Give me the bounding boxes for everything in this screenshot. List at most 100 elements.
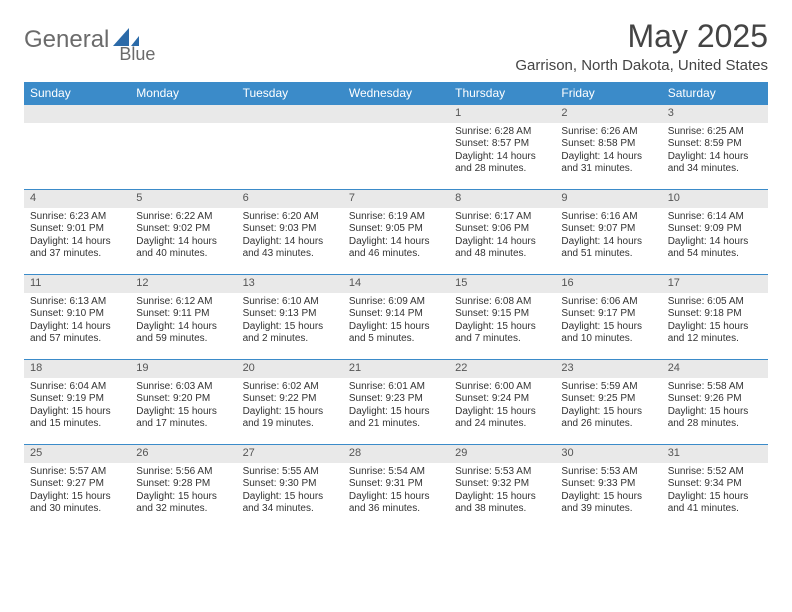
day-content: Sunrise: 6:04 AMSunset: 9:19 PMDaylight:…	[24, 378, 130, 435]
sunrise-text: Sunrise: 5:58 AM	[668, 381, 762, 394]
day-number: 29	[449, 445, 555, 463]
week-row: 18Sunrise: 6:04 AMSunset: 9:19 PMDayligh…	[24, 359, 768, 444]
sunrise-text: Sunrise: 6:01 AM	[349, 381, 443, 394]
day-number-empty	[130, 105, 236, 123]
day-number: 2	[555, 105, 661, 123]
week-row: 25Sunrise: 5:57 AMSunset: 9:27 PMDayligh…	[24, 444, 768, 529]
sunset-text: Sunset: 9:28 PM	[136, 478, 230, 491]
day-number: 7	[343, 190, 449, 208]
location-text: Garrison, North Dakota, United States	[515, 57, 768, 74]
day-cell: 6Sunrise: 6:20 AMSunset: 9:03 PMDaylight…	[237, 190, 343, 274]
day-cell: 18Sunrise: 6:04 AMSunset: 9:19 PMDayligh…	[24, 360, 130, 444]
day-cell: 8Sunrise: 6:17 AMSunset: 9:06 PMDaylight…	[449, 190, 555, 274]
weekday-cell: Sunday	[24, 82, 130, 104]
day-content: Sunrise: 6:19 AMSunset: 9:05 PMDaylight:…	[343, 208, 449, 265]
sunrise-text: Sunrise: 6:16 AM	[561, 211, 655, 224]
day-cell: 23Sunrise: 5:59 AMSunset: 9:25 PMDayligh…	[555, 360, 661, 444]
day-content: Sunrise: 5:53 AMSunset: 9:32 PMDaylight:…	[449, 463, 555, 520]
day-cell	[237, 105, 343, 189]
day-content: Sunrise: 6:01 AMSunset: 9:23 PMDaylight:…	[343, 378, 449, 435]
sunrise-text: Sunrise: 5:54 AM	[349, 466, 443, 479]
daylight-text: Daylight: 15 hours and 5 minutes.	[349, 321, 443, 346]
daylight-text: Daylight: 15 hours and 36 minutes.	[349, 491, 443, 516]
daylight-text: Daylight: 14 hours and 48 minutes.	[455, 236, 549, 261]
day-content: Sunrise: 6:02 AMSunset: 9:22 PMDaylight:…	[237, 378, 343, 435]
logo: General Blue	[24, 26, 177, 54]
day-content: Sunrise: 6:28 AMSunset: 8:57 PMDaylight:…	[449, 123, 555, 180]
weekday-cell: Thursday	[449, 82, 555, 104]
day-content: Sunrise: 6:17 AMSunset: 9:06 PMDaylight:…	[449, 208, 555, 265]
daylight-text: Daylight: 14 hours and 34 minutes.	[668, 151, 762, 176]
sunset-text: Sunset: 9:06 PM	[455, 223, 549, 236]
title-block: May 2025 Garrison, North Dakota, United …	[515, 18, 768, 74]
sunrise-text: Sunrise: 6:19 AM	[349, 211, 443, 224]
day-cell: 5Sunrise: 6:22 AMSunset: 9:02 PMDaylight…	[130, 190, 236, 274]
sunset-text: Sunset: 9:15 PM	[455, 308, 549, 321]
sunset-text: Sunset: 9:32 PM	[455, 478, 549, 491]
day-content: Sunrise: 6:08 AMSunset: 9:15 PMDaylight:…	[449, 293, 555, 350]
daylight-text: Daylight: 15 hours and 12 minutes.	[668, 321, 762, 346]
day-content: Sunrise: 5:56 AMSunset: 9:28 PMDaylight:…	[130, 463, 236, 520]
sunset-text: Sunset: 9:05 PM	[349, 223, 443, 236]
weekday-cell: Monday	[130, 82, 236, 104]
day-content: Sunrise: 6:05 AMSunset: 9:18 PMDaylight:…	[662, 293, 768, 350]
sunrise-text: Sunrise: 6:05 AM	[668, 296, 762, 309]
sunset-text: Sunset: 9:02 PM	[136, 223, 230, 236]
day-content: Sunrise: 6:13 AMSunset: 9:10 PMDaylight:…	[24, 293, 130, 350]
day-number: 9	[555, 190, 661, 208]
day-cell: 17Sunrise: 6:05 AMSunset: 9:18 PMDayligh…	[662, 275, 768, 359]
day-number: 30	[555, 445, 661, 463]
daylight-text: Daylight: 14 hours and 57 minutes.	[30, 321, 124, 346]
daylight-text: Daylight: 15 hours and 19 minutes.	[243, 406, 337, 431]
day-content: Sunrise: 5:55 AMSunset: 9:30 PMDaylight:…	[237, 463, 343, 520]
sunrise-text: Sunrise: 6:06 AM	[561, 296, 655, 309]
day-cell: 28Sunrise: 5:54 AMSunset: 9:31 PMDayligh…	[343, 445, 449, 529]
day-number: 15	[449, 275, 555, 293]
sunset-text: Sunset: 9:13 PM	[243, 308, 337, 321]
daylight-text: Daylight: 15 hours and 21 minutes.	[349, 406, 443, 431]
day-cell: 19Sunrise: 6:03 AMSunset: 9:20 PMDayligh…	[130, 360, 236, 444]
day-number: 3	[662, 105, 768, 123]
day-number: 31	[662, 445, 768, 463]
sunset-text: Sunset: 9:07 PM	[561, 223, 655, 236]
sunrise-text: Sunrise: 6:23 AM	[30, 211, 124, 224]
day-number: 27	[237, 445, 343, 463]
sunrise-text: Sunrise: 5:53 AM	[561, 466, 655, 479]
day-content: Sunrise: 5:57 AMSunset: 9:27 PMDaylight:…	[24, 463, 130, 520]
day-cell: 24Sunrise: 5:58 AMSunset: 9:26 PMDayligh…	[662, 360, 768, 444]
sunrise-text: Sunrise: 6:10 AM	[243, 296, 337, 309]
sunset-text: Sunset: 9:01 PM	[30, 223, 124, 236]
day-cell: 12Sunrise: 6:12 AMSunset: 9:11 PMDayligh…	[130, 275, 236, 359]
sunrise-text: Sunrise: 5:56 AM	[136, 466, 230, 479]
sunrise-text: Sunrise: 6:14 AM	[668, 211, 762, 224]
daylight-text: Daylight: 15 hours and 24 minutes.	[455, 406, 549, 431]
day-cell: 14Sunrise: 6:09 AMSunset: 9:14 PMDayligh…	[343, 275, 449, 359]
day-number: 23	[555, 360, 661, 378]
daylight-text: Daylight: 14 hours and 46 minutes.	[349, 236, 443, 261]
day-number: 6	[237, 190, 343, 208]
day-content: Sunrise: 6:09 AMSunset: 9:14 PMDaylight:…	[343, 293, 449, 350]
day-cell: 13Sunrise: 6:10 AMSunset: 9:13 PMDayligh…	[237, 275, 343, 359]
daylight-text: Daylight: 15 hours and 15 minutes.	[30, 406, 124, 431]
day-content: Sunrise: 6:22 AMSunset: 9:02 PMDaylight:…	[130, 208, 236, 265]
sunset-text: Sunset: 9:18 PM	[668, 308, 762, 321]
sunrise-text: Sunrise: 6:02 AM	[243, 381, 337, 394]
sunrise-text: Sunrise: 6:17 AM	[455, 211, 549, 224]
day-content: Sunrise: 6:10 AMSunset: 9:13 PMDaylight:…	[237, 293, 343, 350]
month-title: May 2025	[515, 18, 768, 55]
day-content: Sunrise: 6:06 AMSunset: 9:17 PMDaylight:…	[555, 293, 661, 350]
day-number: 13	[237, 275, 343, 293]
day-cell: 1Sunrise: 6:28 AMSunset: 8:57 PMDaylight…	[449, 105, 555, 189]
day-number: 26	[130, 445, 236, 463]
daylight-text: Daylight: 14 hours and 51 minutes.	[561, 236, 655, 261]
daylight-text: Daylight: 15 hours and 30 minutes.	[30, 491, 124, 516]
day-cell: 7Sunrise: 6:19 AMSunset: 9:05 PMDaylight…	[343, 190, 449, 274]
sunset-text: Sunset: 9:27 PM	[30, 478, 124, 491]
sunset-text: Sunset: 9:34 PM	[668, 478, 762, 491]
week-row: 11Sunrise: 6:13 AMSunset: 9:10 PMDayligh…	[24, 274, 768, 359]
daylight-text: Daylight: 15 hours and 26 minutes.	[561, 406, 655, 431]
sunset-text: Sunset: 9:24 PM	[455, 393, 549, 406]
sunrise-text: Sunrise: 6:22 AM	[136, 211, 230, 224]
day-cell: 11Sunrise: 6:13 AMSunset: 9:10 PMDayligh…	[24, 275, 130, 359]
day-number-empty	[237, 105, 343, 123]
